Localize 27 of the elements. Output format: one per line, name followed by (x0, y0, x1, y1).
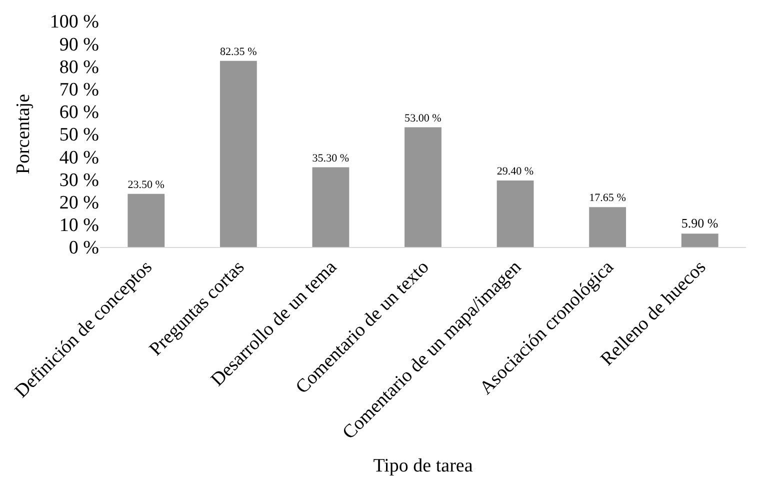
y-tick-label: 0 % (68, 238, 100, 259)
y-tick-label: 40 % (59, 147, 100, 168)
y-tick-label: 70 % (59, 79, 100, 100)
y-tick-label: 20 % (59, 192, 100, 214)
y-tick-label: 100 % (50, 12, 100, 33)
data-label: 82.35 % (220, 46, 257, 58)
y-tick-label: 10 % (59, 215, 100, 236)
data-label: 17.65 % (589, 192, 626, 204)
data-label: 35.30 % (312, 152, 350, 164)
y-tick-label: 60 % (59, 102, 100, 124)
bar (220, 60, 257, 247)
y-tick-label: 90 % (59, 34, 100, 56)
bar (404, 127, 442, 247)
data-label: 53.00 % (404, 112, 442, 124)
bar (681, 234, 718, 247)
y-tick-label: 30 % (59, 170, 100, 191)
y-axis-title: Porcentaje (12, 94, 34, 174)
bar (589, 207, 626, 247)
data-label: 23.50 % (128, 178, 164, 191)
bar (312, 167, 350, 247)
data-label: 5.90 % (681, 215, 718, 230)
x-axis-title: Tipo de tarea (373, 455, 474, 476)
y-tick-label: 80 % (59, 56, 100, 78)
y-tick-label: 50 % (59, 124, 100, 146)
bar (128, 194, 165, 247)
data-label: 29.40 % (496, 166, 534, 178)
bar (496, 180, 534, 247)
